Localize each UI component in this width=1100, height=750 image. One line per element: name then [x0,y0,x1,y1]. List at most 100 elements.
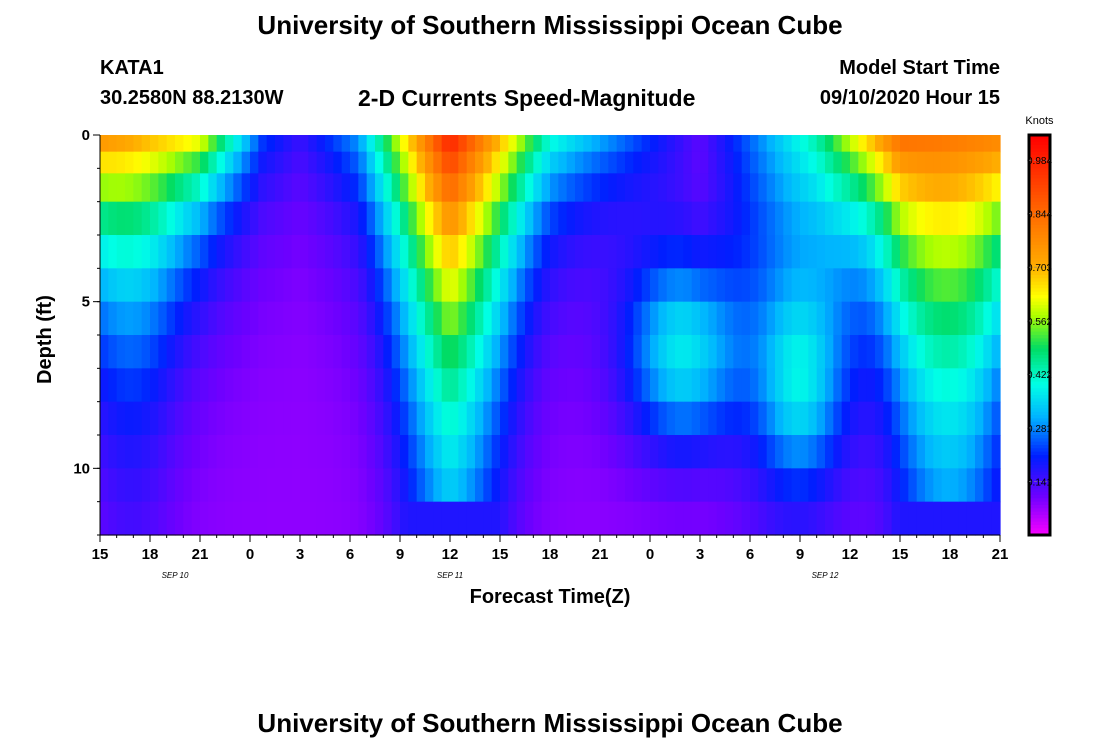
heatmap-cell [341,173,351,203]
heatmap-cell [808,201,818,236]
heatmap-cell [491,151,501,174]
heatmap-cell [341,468,351,503]
heatmap-cell [375,401,384,436]
heatmap-cell [275,151,284,174]
heatmap-cell [408,151,418,174]
colorbar-segment [1029,395,1050,399]
heatmap-cell [325,201,334,236]
colorbar-segment [1029,325,1050,329]
heatmap-cell [675,173,684,203]
heatmap-cell [816,173,826,203]
heatmap-cell [508,468,518,503]
heatmap-cell [900,151,909,174]
heatmap-cell [391,468,401,503]
heatmap-cell [833,435,843,469]
heatmap-cell [966,151,976,174]
heatmap-cell [766,401,776,436]
heatmap-cell [291,135,301,153]
heatmap-cell [133,301,143,336]
colorbar-segment [1029,508,1050,513]
heatmap-cell [600,368,609,403]
heatmap-cell [358,151,368,174]
heatmap-cell [741,468,751,503]
heatmap-cell [150,435,159,469]
heatmap-cell [958,301,968,336]
heatmap-cell [641,401,651,436]
heatmap-cell [525,335,534,369]
heatmap-cell [516,201,526,236]
heatmap-cell [475,268,484,303]
heatmap-cell [175,173,184,203]
heatmap-cell [608,135,618,153]
heatmap-cell [783,468,793,503]
heatmap-cell [575,501,584,536]
heatmap-cell [758,501,768,536]
heatmap-cell [383,268,393,303]
heatmap-cell [125,435,134,469]
heatmap-cell [191,201,201,236]
heatmap-cell [316,235,326,269]
heatmap-cell [191,335,201,369]
heatmap-cell [708,468,718,503]
heatmap-cell [883,335,893,369]
heatmap-cell [191,435,201,469]
heatmap-cell [608,368,618,403]
colorbar-segment [1029,135,1050,139]
heatmap-cell [716,201,726,236]
heatmap-cell [700,435,709,469]
colorbar-segment [1029,221,1050,226]
heatmap-cell [900,301,909,336]
heatmap-cell [566,268,576,303]
heatmap-cell [866,401,876,436]
heatmap-cell [816,135,826,153]
heatmap-cell [333,401,343,436]
heatmap-cell [791,368,801,403]
heatmap-cell [650,501,659,536]
heatmap-cell [791,135,801,153]
heatmap-cell [375,201,384,236]
heatmap-cell [208,301,218,336]
colorbar-segment [1029,141,1050,146]
heatmap-cell [900,135,909,153]
heatmap-cell [850,335,859,369]
page-title-top: University of Southern Mississippi Ocean… [257,10,843,40]
heatmap-cell [525,468,534,503]
heatmap-cell [383,501,393,536]
heatmap-cell [858,235,868,269]
heatmap-cell [450,468,459,503]
heatmap-cell [975,235,984,269]
heatmap-cell [400,368,409,403]
heatmap-cell [850,173,859,203]
heatmap-cell [483,201,493,236]
heatmap-cell [983,401,993,436]
heatmap-cell [183,501,193,536]
heatmap-cell [625,435,634,469]
heatmap-cell [950,368,959,403]
heatmap-cell [600,201,609,236]
heatmap-cell [566,401,576,436]
heatmap-cell [666,235,676,269]
heatmap-cell [908,368,918,403]
heatmap-cell [750,335,759,369]
heatmap-cell [958,401,968,436]
heatmap-cell [300,368,309,403]
station-coords: 30.2580N 88.2130W [100,87,284,109]
heatmap-cell [841,235,851,269]
heatmap-cell [783,435,793,469]
heatmap-cell [516,135,526,153]
heatmap-cell [108,435,118,469]
heatmap-cell [441,235,451,269]
heatmap-cell [691,435,701,469]
colorbar-segment [1029,208,1050,213]
heatmap-cell [308,201,318,236]
heatmap-cell [183,401,193,436]
heatmap-cell [766,268,776,303]
heatmap-cell [500,368,509,403]
heatmap-cell [266,151,276,174]
heatmap-cell [966,501,976,536]
heatmap-cell [666,468,676,503]
heatmap-cell [375,501,384,536]
heatmap-cell [166,301,176,336]
heatmap-cell [583,201,593,236]
heatmap-cell [733,301,743,336]
